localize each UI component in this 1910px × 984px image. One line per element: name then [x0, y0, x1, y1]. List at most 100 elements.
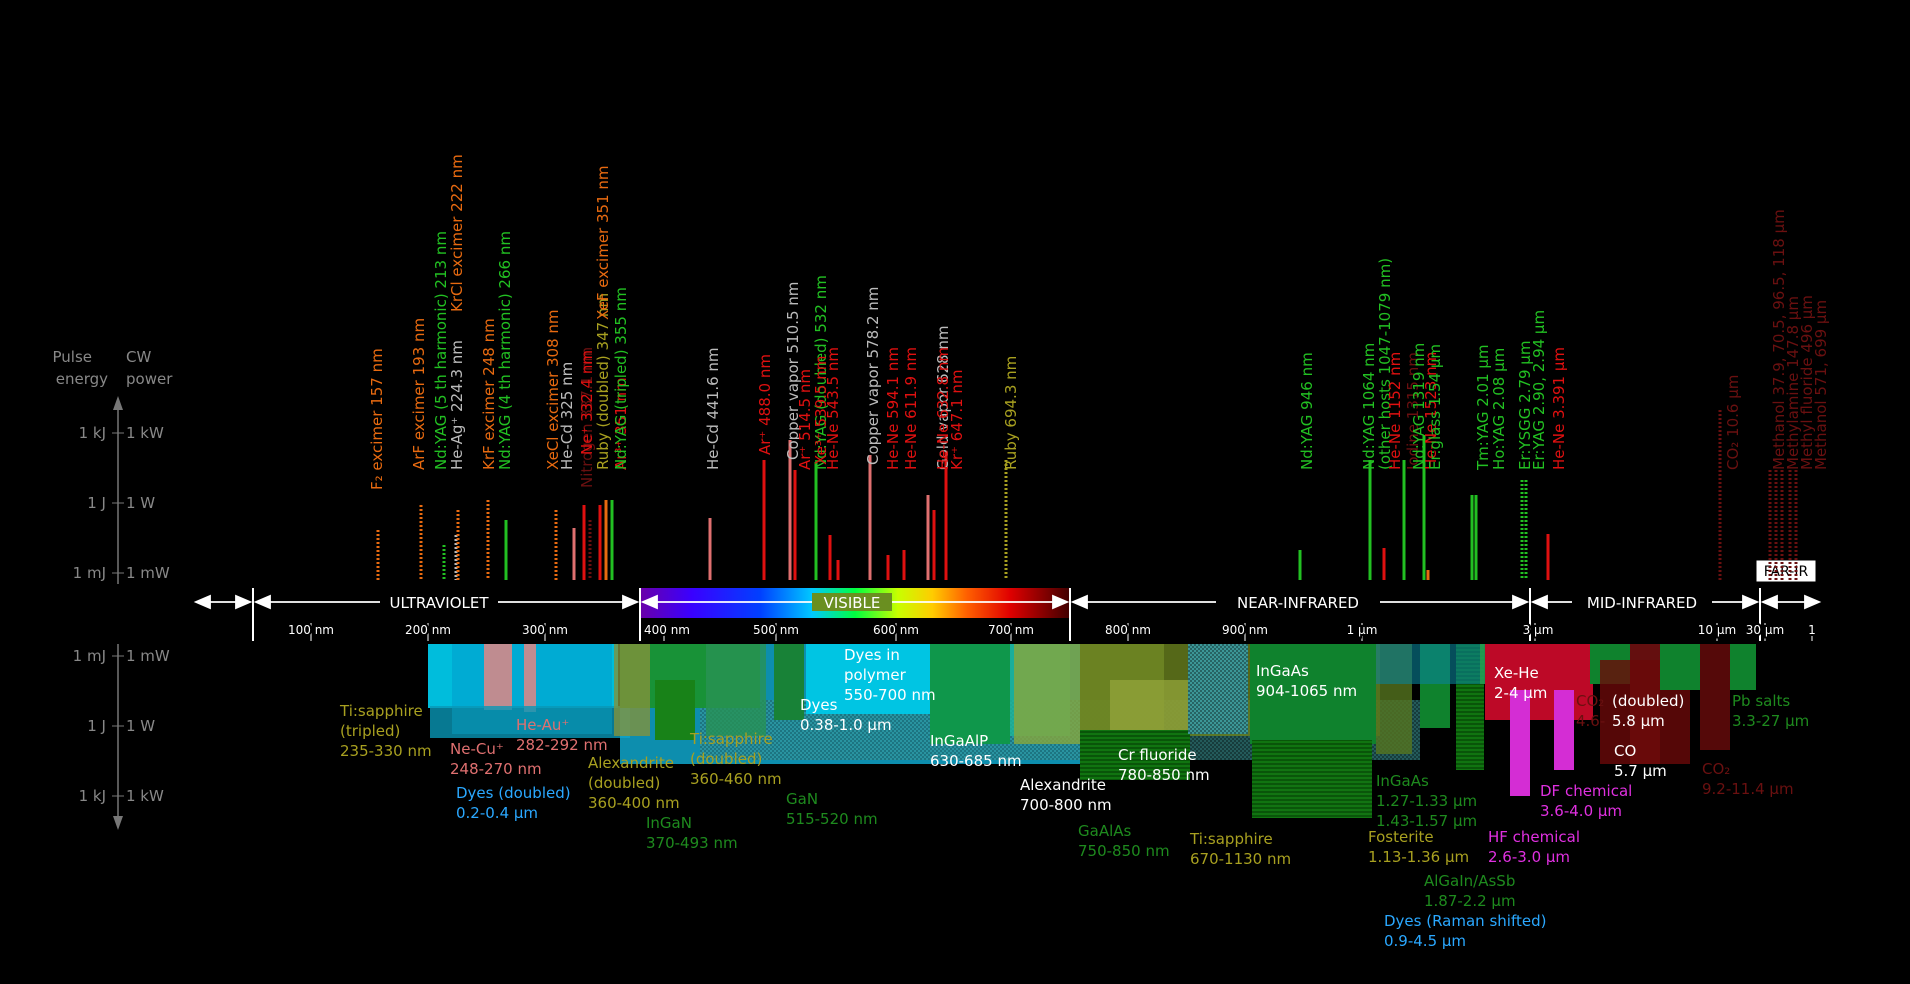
tunable-laser-label: 515-520 nm — [786, 810, 878, 828]
gas-laser-label: XeF excimer 351 nm — [594, 165, 612, 320]
tunable-laser-label: Ti:sapphire — [689, 730, 773, 748]
region-arrowhead — [1530, 594, 1548, 610]
lower-tick-cw-1kw: 1 kW — [126, 787, 164, 805]
upper-tick-cw-1kw: 1 kW — [126, 424, 164, 442]
gas-laser-label: He-Cd 325 nm — [558, 362, 576, 470]
tunable-laser-label: AlGaIn/AsSb — [1424, 872, 1515, 890]
tunable-laser-labels: Ti:sapphire (tripled) 235-330 nm He-Au⁺ 282-… — [339, 646, 1809, 950]
region-label-near-infrared: NEAR-INFRARED — [1237, 594, 1359, 612]
region-arrowhead — [1760, 594, 1778, 610]
tunable-laser-label: 904-1065 nm — [1256, 682, 1357, 700]
gas-laser-label: ArF excimer 193 nm — [410, 318, 428, 470]
lower-axis-arrowhead — [113, 816, 123, 830]
gas-laser-label: Nd:YAG (4 th harmonic) 266 nm — [496, 231, 514, 470]
tunable-laser-label: GaN — [786, 790, 818, 808]
upper-tick-pulse-1kj: 1 kJ — [79, 424, 106, 442]
region-label-ultraviolet: ULTRAVIOLET — [389, 594, 489, 612]
tunable-laser-label: InGaAlP — [930, 732, 988, 750]
tick-label: 600 nm — [873, 623, 919, 637]
upper-tick-pulse-1mj: 1 mJ — [73, 564, 106, 582]
tunable-laser-label: CO₂ — [1702, 760, 1730, 778]
lower-tick-pulse-1mj: 1 mJ — [73, 647, 106, 665]
region-arrowhead — [1742, 594, 1760, 610]
gas-laser-label: Copper vapor 510.5 nm — [784, 282, 802, 460]
tunable-laser-label: Ti:sapphire — [339, 702, 423, 720]
gas-laser-labels: F₂ excimer 157 nm ArF excimer 193 nm Nd:YA… — [368, 154, 1830, 490]
ingan-block — [655, 680, 695, 740]
tunable-laser-label: 2-4 µm — [1494, 684, 1547, 702]
gas-laser-label: KrF excimer 248 nm — [480, 318, 498, 470]
hf-chemical-block — [1510, 690, 1530, 796]
lower-tick-cw-1w: 1 W — [126, 717, 155, 735]
gas-laser-label: Nd:YAG 946 nm — [1298, 352, 1316, 470]
region-label-bg — [1216, 592, 1380, 612]
tunable-laser-label: Xe-He — [1494, 664, 1539, 682]
tunable-laser-label: Dyes (Raman shifted) — [1384, 912, 1546, 930]
gas-laser-label: Er:glass 1.54 µm — [1426, 344, 1444, 470]
tick-label: 700 nm — [988, 623, 1034, 637]
gas-laser-label: Nd:YAG 1319 nm — [1410, 343, 1428, 470]
he-au-block — [524, 644, 536, 712]
tunable-laser-label: 1.43-1.57 µm — [1376, 812, 1477, 830]
gas-laser-label: Nd:YAG (5 th harmonic) 213 nm — [432, 231, 450, 470]
gas-laser-label: Methyl fluoride 496 µm — [1798, 295, 1816, 470]
gas-laser-label: (other hosts 1047-1079 nm) — [1376, 258, 1394, 470]
tunable-laser-label: CO — [1614, 742, 1636, 760]
tunable-laser-label: 750-850 nm — [1078, 842, 1170, 860]
tunable-laser-label: 700-800 nm — [1020, 796, 1112, 814]
green-block — [930, 644, 1010, 744]
gas-laser-label: He-Ne 3.391 µm — [1550, 347, 1568, 470]
emission-lines — [376, 410, 1798, 580]
region-arrowhead — [1512, 594, 1530, 610]
region-label-visible: VISIBLE — [824, 594, 881, 612]
tunable-laser-label: 282-292 nm — [516, 736, 608, 754]
gas-laser-label: Ruby 694.3 nm — [1002, 356, 1020, 470]
lower-tick-pulse-1kj: 1 kJ — [79, 787, 106, 805]
gas-laser-label: Methylamine 147.8 µm — [1784, 296, 1802, 470]
region-label-bg — [1572, 592, 1712, 612]
gas-laser-label: Tm:YAG 2.01 µm — [1474, 344, 1492, 471]
region-arrowhead — [622, 594, 640, 610]
tunable-laser-label: 670-1130 nm — [1190, 850, 1291, 868]
gas-laser-label: He-Ne 632.8 nm — [934, 347, 952, 470]
tunable-laser-label: Alexandrite — [588, 754, 674, 772]
tunable-laser-label: InGaAs — [1256, 662, 1309, 680]
gas-laser-label: Ne⁺ 332.4 nm — [578, 350, 596, 455]
gas-laser-label: He-Ne 594.1 nm — [884, 347, 902, 470]
tunable-laser-label: InGaAs — [1376, 772, 1429, 790]
tunable-laser-label: 5.7 µm — [1614, 762, 1667, 780]
left-axis: Pulse energy CW power 1 kJ 1 kW 1 J 1 W … — [53, 348, 173, 830]
tick-label: 1 — [1808, 623, 1816, 637]
tunable-laser-label: HF chemical — [1488, 828, 1580, 846]
upper-tick-cw-1w: 1 W — [126, 494, 155, 512]
tunable-laser-blocks — [428, 644, 1756, 818]
tunable-laser-label: CO₂ — [1576, 692, 1604, 710]
ingaas-block — [1250, 644, 1376, 744]
region-label-bg — [812, 593, 892, 611]
gas-laser-label: Gold vapor 628 nm — [934, 326, 952, 470]
tunable-laser-label: He-Au⁺ — [516, 716, 569, 734]
cr-fluoride-block — [1110, 680, 1190, 730]
tunable-laser-label: (doubled) — [588, 774, 660, 792]
tick-label: 100 nm — [288, 623, 334, 637]
tunable-laser-label: 780-850 nm — [1118, 766, 1210, 784]
cr-fluoride-checker-block — [1188, 644, 1248, 734]
region-label-mid-infrared: MID-INFRARED — [1587, 594, 1697, 612]
gas-laser-label: CO₂ 10.6 µm — [1724, 375, 1742, 470]
tunable-laser-label: 370-493 nm — [646, 834, 738, 852]
gas-laser-label: Nitrogen 337.1 nm — [578, 347, 596, 488]
region-arrowhead — [640, 594, 658, 610]
xe-he-block — [1485, 644, 1593, 720]
region-arrowhead — [1070, 594, 1088, 610]
gas-laser-label: Ho:YAG 2.08 µm — [1490, 348, 1508, 470]
tunable-laser-label: Dyes — [800, 696, 838, 714]
gas-laser-label: XeCl excimer 308 nm — [544, 309, 562, 470]
gas-laser-label: F₂ excimer 157 nm — [368, 348, 386, 490]
tunable-laser-label: 5.8 µm — [1612, 712, 1665, 730]
alexandrite-doubled-block — [614, 644, 650, 736]
tunable-laser-label: Ti:sapphire — [1189, 830, 1273, 848]
tunable-laser-label: 0.38-1.0 µm — [800, 716, 892, 734]
wavelength-axis: 100 nm 200 nm 300 nm 400 nm 500 nm 600 n… — [286, 621, 1818, 641]
tunable-laser-label: 360-400 nm — [588, 794, 680, 812]
upper-tick-cw-1mw: 1 mW — [126, 564, 170, 582]
